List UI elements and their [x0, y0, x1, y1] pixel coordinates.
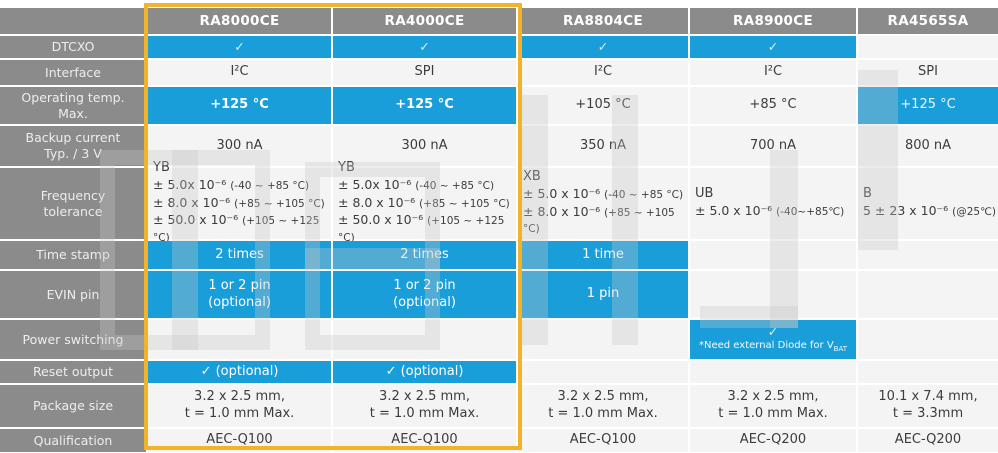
cell-qualification-ra8804ce: AEC-Q100	[518, 429, 688, 452]
cell-time-stamp-ra4000ce: 2 times	[333, 241, 516, 269]
check-icon: ✓	[597, 39, 609, 55]
corner-cell	[0, 8, 146, 34]
check-icon: ✓	[767, 39, 779, 55]
cell-time-stamp-ra8900ce	[690, 241, 856, 269]
cell-evin-pin-ra8000ce: 1 or 2 pin (optional)	[148, 271, 331, 318]
cell-time-stamp-ra8804ce: 1 time	[518, 241, 688, 269]
cell-dtcxo-ra8900ce: ✓	[690, 36, 856, 58]
check-icon: ✓	[419, 39, 430, 55]
cell-qualification-ra8000ce: AEC-Q100	[148, 429, 331, 452]
cell-qualification-ra4565sa: AEC-Q200	[858, 429, 998, 452]
cell-reset-output-ra4000ce: ✓ (optional)	[333, 361, 516, 383]
cell-op-temp-ra8000ce: +125 °C	[148, 87, 331, 124]
cell-reset-output-ra8900ce	[690, 361, 856, 383]
cell-package-size-ra8000ce: 3.2 x 2.5 mm, t = 1.0 mm Max.	[148, 385, 331, 427]
cell-dtcxo-ra8804ce: ✓	[518, 36, 688, 58]
spec-table: RA8000CE RA4000CE RA8804CE RA8900CE RA4565SA…	[0, 8, 998, 452]
col-header-ra8000ce: RA8000CE	[148, 8, 331, 34]
row-label-package-size: Package size	[0, 385, 146, 427]
row-label-time-stamp: Time stamp	[0, 241, 146, 269]
col-header-ra4000ce: RA4000CE	[333, 8, 516, 34]
cell-package-size-ra4565sa: 10.1 x 7.4 mm, t = 3.3mm	[858, 385, 998, 427]
cell-power-switching-ra4000ce	[333, 320, 516, 359]
cell-reset-output-ra8804ce	[518, 361, 688, 383]
col-header-ra8900ce: RA8900CE	[690, 8, 856, 34]
cell-reset-output-ra8000ce: ✓ (optional)	[148, 361, 331, 383]
cell-freq-tolerance-ra8000ce: YB ± 5.0x 10⁻⁶ (-40 ~ +85 °C) ± 8.0 x 10⁻⁶…	[148, 160, 331, 244]
cell-package-size-ra4000ce: 3.2 x 2.5 mm, t = 1.0 mm Max.	[333, 385, 516, 427]
cell-evin-pin-ra4000ce: 1 or 2 pin (optional)	[333, 271, 516, 318]
cell-op-temp-ra4000ce: +125 °C	[333, 87, 516, 124]
cell-power-switching-ra8900ce: ✓ *Need external Diode for VBAT	[690, 320, 856, 359]
col-header-ra8804ce: RA8804CE	[518, 8, 688, 34]
cell-interface-ra4565sa: SPI	[858, 60, 998, 85]
check-icon: ✓	[234, 39, 245, 55]
cell-power-switching-ra8000ce	[148, 320, 331, 359]
cell-qualification-ra8900ce: AEC-Q200	[690, 429, 856, 452]
cell-evin-pin-ra8900ce	[690, 271, 856, 318]
cell-op-temp-ra8804ce: +105 °C	[518, 87, 688, 124]
cell-dtcxo-ra4565sa	[858, 36, 998, 58]
cell-qualification-ra4000ce: AEC-Q100	[333, 429, 516, 452]
cell-interface-ra8000ce: I²C	[148, 60, 331, 85]
row-label-interface: Interface	[0, 60, 146, 85]
cell-freq-tolerance-ra8804ce: XB ± 5.0 x 10⁻⁶ (-40 ~ +85 °C) ± 8.0 x 10⁻…	[518, 168, 688, 239]
row-label-dtcxo: DTCXO	[0, 36, 146, 58]
row-label-reset-output: Reset output	[0, 361, 146, 383]
cell-package-size-ra8804ce: 3.2 x 2.5 mm, t = 1.0 mm Max.	[518, 385, 688, 427]
row-label-qualification: Qualification	[0, 429, 146, 452]
cell-package-size-ra8900ce: 3.2 x 2.5 mm, t = 1.0 mm Max.	[690, 385, 856, 427]
cell-interface-ra8804ce: I²C	[518, 60, 688, 85]
check-icon: ✓	[767, 324, 779, 340]
row-label-power-switching: Power switching	[0, 320, 146, 359]
cell-power-switching-ra4565sa	[858, 320, 998, 359]
cell-dtcxo-ra8000ce: ✓	[148, 36, 331, 58]
cell-dtcxo-ra4000ce: ✓	[333, 36, 516, 58]
cell-freq-tolerance-ra4000ce: YB ± 5.0x 10⁻⁶ (-40 ~ +85 °C) ± 8.0 x 10⁻⁶…	[333, 160, 516, 244]
cell-evin-pin-ra8804ce: 1 pin	[518, 271, 688, 318]
cell-freq-tolerance-ra8900ce: UB ± 5.0 x 10⁻⁶ (-40~+85℃)	[690, 168, 856, 239]
cell-op-temp-ra4565sa: +125 °C	[858, 87, 998, 124]
cell-backup-current-ra8804ce: 350 nA	[518, 126, 688, 166]
cell-power-switching-ra8804ce	[518, 320, 688, 359]
row-label-freq-tolerance: Frequency tolerance	[0, 168, 146, 239]
row-label-evin-pin: EVIN pin	[0, 271, 146, 318]
row-label-op-temp: Operating temp. Max.	[0, 87, 146, 124]
cell-interface-ra4000ce: SPI	[333, 60, 516, 85]
cell-evin-pin-ra4565sa	[858, 271, 998, 318]
cell-reset-output-ra4565sa	[858, 361, 998, 383]
cell-backup-current-ra4565sa: 800 nA	[858, 126, 998, 166]
cell-time-stamp-ra8000ce: 2 times	[148, 241, 331, 269]
cell-time-stamp-ra4565sa	[858, 241, 998, 269]
col-header-ra4565sa: RA4565SA	[858, 8, 998, 34]
cell-backup-current-ra4000ce: 300 nA	[333, 126, 516, 166]
cell-backup-current-ra8000ce: 300 nA	[148, 126, 331, 166]
cell-op-temp-ra8900ce: +85 °C	[690, 87, 856, 124]
row-label-backup-current: Backup current Typ. / 3 V	[0, 126, 146, 166]
cell-interface-ra8900ce: I²C	[690, 60, 856, 85]
cell-backup-current-ra8900ce: 700 nA	[690, 126, 856, 166]
